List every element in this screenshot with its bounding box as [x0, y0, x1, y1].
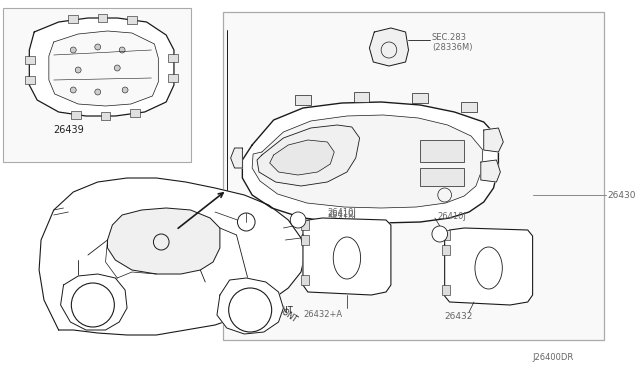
Bar	[223, 12, 604, 340]
Circle shape	[76, 67, 81, 73]
Circle shape	[115, 65, 120, 71]
Polygon shape	[445, 228, 532, 305]
Polygon shape	[49, 31, 158, 106]
Text: 26410J: 26410J	[438, 212, 467, 221]
Polygon shape	[369, 28, 408, 66]
Polygon shape	[230, 148, 243, 168]
Bar	[442, 285, 449, 295]
Bar	[68, 15, 78, 23]
Bar	[26, 56, 35, 64]
Polygon shape	[39, 178, 305, 335]
Polygon shape	[484, 128, 503, 152]
Text: 26430: 26430	[608, 191, 636, 200]
Bar	[71, 111, 81, 119]
Circle shape	[95, 44, 100, 50]
Bar	[130, 109, 140, 117]
Circle shape	[95, 89, 100, 95]
Bar	[168, 74, 178, 82]
Polygon shape	[217, 278, 284, 334]
Circle shape	[70, 47, 76, 53]
Bar	[301, 220, 309, 230]
Polygon shape	[61, 274, 127, 330]
Text: 26410J: 26410J	[328, 208, 356, 217]
Text: SEC.283: SEC.283	[432, 33, 467, 42]
Bar	[301, 275, 309, 285]
Bar	[420, 140, 464, 162]
Bar	[3, 8, 191, 162]
Text: FRONT: FRONT	[264, 306, 292, 315]
Bar	[442, 245, 449, 255]
Polygon shape	[257, 125, 360, 186]
Bar	[442, 230, 449, 240]
Polygon shape	[252, 115, 483, 208]
Bar	[100, 112, 111, 120]
Bar	[420, 168, 464, 186]
Text: J26400DR: J26400DR	[532, 353, 574, 362]
Polygon shape	[108, 208, 220, 274]
Circle shape	[122, 87, 128, 93]
Circle shape	[432, 226, 447, 242]
Bar	[26, 76, 35, 84]
Text: 26432: 26432	[445, 312, 473, 321]
Bar	[354, 92, 369, 102]
Text: 26432+A: 26432+A	[303, 310, 342, 319]
Text: FRONT: FRONT	[271, 302, 298, 324]
Text: (28336M): (28336M)	[432, 43, 472, 52]
Circle shape	[291, 212, 306, 228]
Bar	[461, 102, 477, 112]
Bar	[98, 14, 108, 22]
Text: 26410J: 26410J	[328, 215, 356, 224]
Circle shape	[237, 213, 255, 231]
Bar	[295, 95, 311, 105]
Circle shape	[119, 47, 125, 53]
Bar	[168, 54, 178, 62]
Polygon shape	[481, 160, 500, 182]
Polygon shape	[29, 18, 174, 116]
Text: 26439: 26439	[54, 125, 84, 135]
Text: 26410J: 26410J	[328, 210, 356, 219]
Polygon shape	[303, 218, 391, 295]
Polygon shape	[269, 140, 334, 175]
Circle shape	[70, 87, 76, 93]
Bar	[127, 16, 137, 24]
Bar	[301, 235, 309, 245]
Bar	[412, 93, 428, 103]
Polygon shape	[243, 102, 499, 223]
